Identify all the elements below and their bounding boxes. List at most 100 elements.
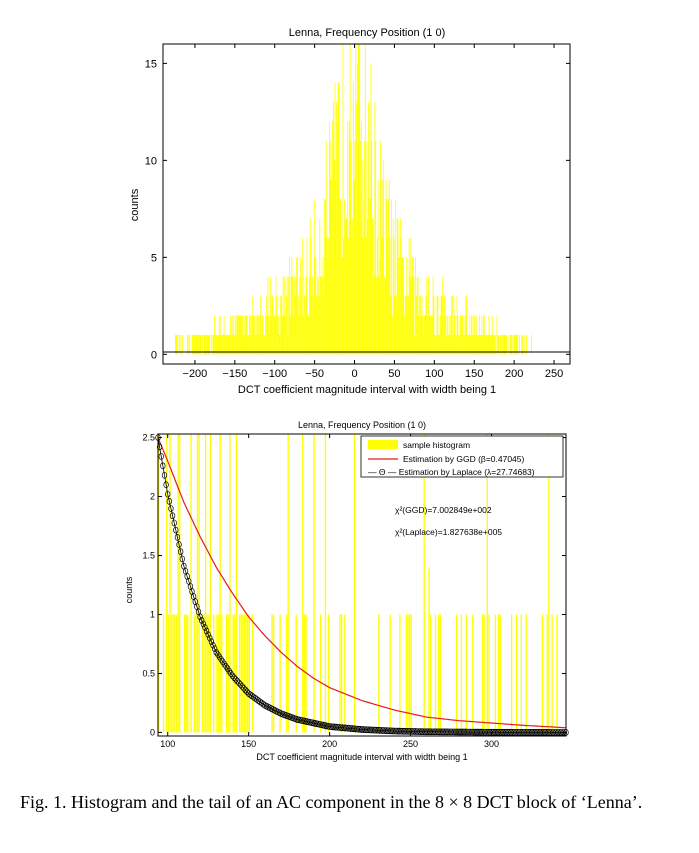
- histogram-bar: [513, 334, 515, 355]
- histogram-bar: [407, 614, 409, 733]
- histogram-bar: [390, 296, 392, 355]
- histogram-bar: [232, 334, 234, 355]
- histogram-bar: [556, 614, 558, 733]
- laplace-marker: [239, 683, 245, 690]
- histogram-bar: [488, 315, 490, 355]
- chart1-axes-box: [162, 43, 571, 365]
- laplace-marker: [205, 631, 211, 638]
- histogram-bar: [503, 334, 505, 355]
- histogram-bar: [514, 334, 516, 355]
- histogram-bar: [261, 334, 262, 355]
- histogram-bar: [176, 334, 178, 355]
- histogram-bar: [248, 614, 250, 733]
- histogram-bar: [293, 276, 295, 355]
- histogram-bar: [453, 296, 455, 355]
- histogram-bar: [484, 334, 486, 355]
- histogram-bar: [366, 140, 368, 355]
- histogram-bar: [367, 218, 369, 355]
- x-tick-label: 250: [403, 739, 418, 749]
- histogram-bar: [387, 237, 389, 355]
- legend-swatch-histogram: [368, 440, 398, 449]
- histogram-bar: [281, 315, 283, 355]
- histogram-bar: [249, 315, 250, 355]
- chart1-title: Lenna, Frequency Position (1 0): [289, 27, 446, 39]
- histogram-bar: [371, 140, 373, 355]
- laplace-marker: [174, 533, 181, 541]
- laplace-marker: [161, 471, 168, 479]
- laplace-marker: [202, 624, 208, 631]
- histogram-bar: [378, 614, 380, 733]
- histogram-bar: [297, 296, 299, 355]
- histogram-bar: [183, 614, 186, 733]
- histogram-bar: [402, 257, 404, 355]
- histogram-bar: [298, 315, 300, 355]
- y-tick-label: 0.5: [142, 668, 155, 678]
- histogram-bar: [364, 140, 365, 355]
- laplace-marker: [234, 677, 240, 685]
- histogram-bar: [372, 218, 374, 355]
- histogram-bar: [196, 434, 199, 733]
- histogram-bar: [321, 276, 322, 355]
- x-tick-label: −150: [222, 368, 247, 380]
- x-tick-label: 200: [322, 739, 337, 749]
- histogram-bar: [187, 334, 189, 355]
- histogram-bar: [477, 334, 479, 355]
- histogram-bar: [252, 296, 254, 355]
- histogram-bar: [386, 199, 388, 355]
- histogram-bar: [299, 276, 301, 355]
- histogram-bar: [414, 334, 416, 355]
- histogram-bar: [393, 237, 395, 355]
- histogram-bar: [439, 614, 442, 733]
- chart2-ylabel: counts: [124, 576, 134, 603]
- histogram-bar: [230, 334, 232, 355]
- histogram-bar: [364, 44, 366, 355]
- histogram-bar: [180, 334, 182, 355]
- histogram-bar: [516, 334, 518, 355]
- histogram-bar: [261, 315, 263, 355]
- histogram-bar: [441, 296, 443, 355]
- histogram-bar: [256, 315, 258, 355]
- histogram-bar: [407, 296, 408, 355]
- histogram-bar: [447, 315, 448, 355]
- histogram-bar: [488, 614, 490, 733]
- histogram-bar: [287, 434, 289, 733]
- histogram-bar: [376, 276, 377, 355]
- histogram-bar: [348, 121, 350, 355]
- histogram-bar: [328, 237, 329, 355]
- histogram-bar: [478, 334, 480, 355]
- histogram-bar: [238, 614, 241, 733]
- histogram-bar: [498, 334, 499, 355]
- histogram-bar: [357, 44, 359, 355]
- histogram-bar: [216, 614, 218, 733]
- histogram-bar: [405, 614, 408, 733]
- histogram-bar: [385, 179, 387, 355]
- histogram-bar: [273, 315, 274, 355]
- histogram-bar: [510, 614, 513, 733]
- histogram-bar: [227, 334, 229, 355]
- histogram-bar: [274, 315, 276, 355]
- histogram-bar: [311, 296, 313, 355]
- histogram-bar: [269, 276, 271, 355]
- histogram-bar: [301, 296, 302, 355]
- histogram-bar: [526, 334, 527, 355]
- histogram-bar: [380, 140, 381, 355]
- histogram-bar: [240, 614, 242, 733]
- histogram-bar: [206, 334, 208, 355]
- histogram-bar: [467, 334, 468, 355]
- histogram-bar: [304, 296, 306, 355]
- histogram-bar: [189, 334, 191, 355]
- histogram-bar: [429, 315, 431, 355]
- histogram-bar: [166, 434, 168, 733]
- histogram-bar: [494, 334, 496, 355]
- histogram-bar: [446, 334, 448, 355]
- histogram-bar: [320, 276, 322, 355]
- histogram-bar: [369, 199, 371, 355]
- histogram-bar: [483, 315, 484, 355]
- histogram-bar: [391, 199, 393, 355]
- histogram-bar: [302, 315, 304, 355]
- histogram-bar: [234, 334, 235, 355]
- histogram-bar: [237, 315, 239, 355]
- laplace-marker: [220, 658, 226, 666]
- histogram-bar: [289, 257, 290, 355]
- histogram-bar: [460, 614, 463, 733]
